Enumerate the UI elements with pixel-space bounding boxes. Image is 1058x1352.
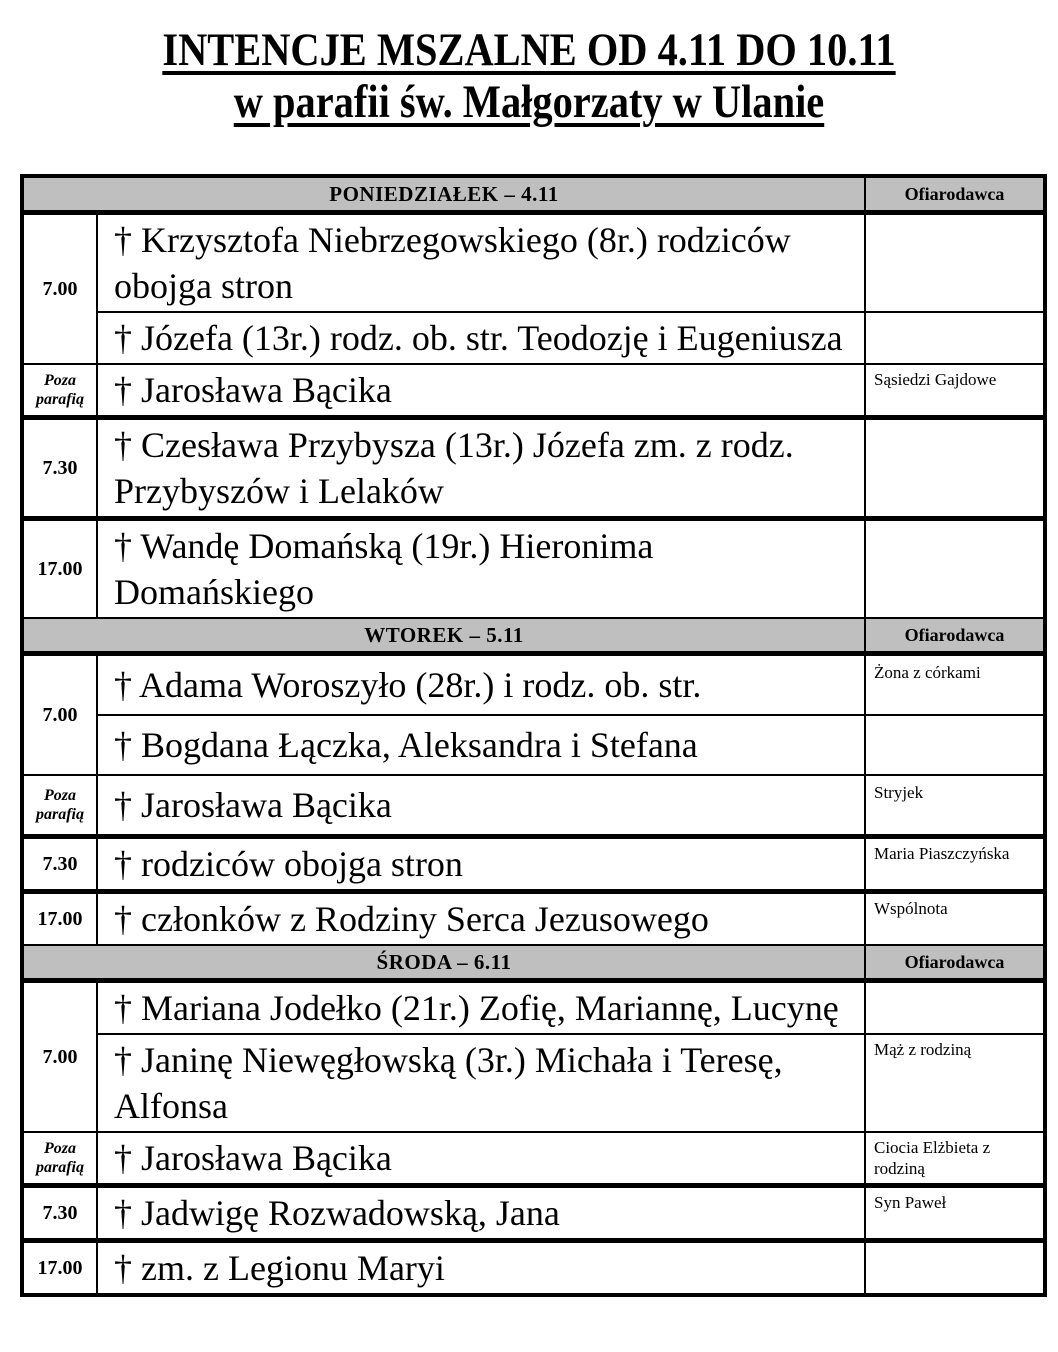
donor-column-header: Ofiarodawca [864, 175, 1046, 215]
intention-row: 17.00 † zm. z Legionu Maryi [21, 1239, 1046, 1296]
donor-cell: Stryjek [864, 774, 1046, 839]
intention-cell: † zm. z Legionu Maryi [96, 1239, 866, 1296]
intention-cell: † Czesława Przybysza (13r.) Józefa zm. z… [96, 416, 866, 521]
intention-row: 7.00 † Krzysztofa Niebrzegowskiego (8r.)… [21, 211, 1046, 365]
intention-cell: † Mariana Jodełko (21r.) Zofię, Mariannę… [96, 979, 866, 1035]
time-cell: 7.00 [21, 979, 98, 1133]
intention-row: † Janinę Niewęgłowską (3r.) Michała i Te… [22, 1033, 1046, 1133]
page-title-line-2: w parafii św. Małgorzaty w Ulanie [233, 76, 825, 128]
time-cell: 17.00 [21, 890, 98, 946]
donor-cell [864, 714, 1046, 776]
intention-cell: † rodziców obojga stron [96, 835, 866, 894]
intention-cell: † Józefa (13r.) rodz. ob. str. Teodozję … [96, 311, 866, 365]
time-cell: 7.30 [21, 835, 98, 894]
donor-column-header: Ofiarodawca [864, 944, 1046, 983]
time-cell: 7.30 [21, 1184, 98, 1243]
day-label: WTOREK – 5.11 [21, 617, 866, 656]
page-title-line-1: INTENCJE MSZALNE OD 4.11 DO 10.11 [162, 24, 896, 76]
time-cell: 17.00 [21, 517, 98, 619]
intention-cell: † Krzysztofa Niebrzegowskiego (8r.) rodz… [96, 211, 866, 313]
intention-row: 7.30 † rodziców obojga stron Maria Piasz… [21, 835, 1046, 894]
donor-cell [864, 416, 1046, 521]
intention-cell: † członków z Rodziny Serca Jezusowego [96, 890, 866, 946]
intention-row: Poza parafią † Jarosława Bącika Sąsiedzi… [21, 363, 1046, 420]
donor-cell: Sąsiedzi Gajdowe [864, 363, 1046, 420]
time-cell: 7.30 [21, 416, 98, 521]
donor-cell: Wspólnota [864, 890, 1046, 946]
donor-cell: Syn Paweł [864, 1184, 1046, 1243]
day-header-row-tuesday: WTOREK – 5.11 Ofiarodawca [21, 617, 1046, 656]
time-cell-outside-parish: Poza parafią [21, 774, 98, 839]
intention-cell: † Janinę Niewęgłowską (3r.) Michała i Te… [96, 1033, 866, 1133]
donor-cell: Żona z córkami [864, 652, 1046, 716]
donor-cell [864, 517, 1046, 619]
intention-row: Poza parafią † Jarosława Bącika Ciocia E… [21, 1131, 1046, 1188]
donor-cell: Maria Piaszczyńska [864, 835, 1046, 894]
intention-cell: † Wandę Domańską (19r.) Hieronima Domańs… [96, 517, 866, 619]
intention-row: 7.00 † Adama Woroszyło (28r.) i rodz. ob… [21, 652, 1046, 776]
time-cell-outside-parish: Poza parafią [21, 1131, 98, 1188]
intention-row: 7.30 † Czesława Przybysza (13r.) Józefa … [21, 416, 1046, 521]
intention-row: † Bogdana Łączka, Aleksandra i Stefana [22, 714, 1046, 776]
time-cell: 7.00 [21, 211, 98, 365]
day-header-row-monday: PONIEDZIAŁEK – 4.11 Ofiarodawca [21, 175, 1046, 215]
mass-intentions-table: PONIEDZIAŁEK – 4.11 Ofiarodawca 7.00 † K… [20, 174, 1047, 1297]
time-cell: 17.00 [21, 1239, 98, 1296]
intention-row: 7.00 † Mariana Jodełko (21r.) Zofię, Mar… [21, 979, 1046, 1133]
donor-cell [864, 311, 1046, 365]
intention-row: 7.30 † Jadwigę Rozwadowską, Jana Syn Paw… [21, 1184, 1046, 1243]
intention-row: Poza parafią † Jarosława Bącika Stryjek [21, 774, 1046, 839]
intention-row: 17.00 † Wandę Domańską (19r.) Hieronima … [21, 517, 1046, 619]
day-label: PONIEDZIAŁEK – 4.11 [21, 175, 866, 215]
donor-cell [864, 979, 1046, 1035]
day-header-row-wednesday: ŚRODA – 6.11 Ofiarodawca [21, 944, 1046, 983]
intention-cell: † Jarosława Bącika [96, 1131, 866, 1188]
page-title: INTENCJE MSZALNE OD 4.11 DO 10.11 w para… [0, 24, 1058, 128]
intention-cell: † Jarosława Bącika [96, 363, 866, 420]
time-cell: 7.00 [21, 652, 98, 776]
donor-cell: Mąż z rodziną [864, 1033, 1046, 1133]
donor-cell [864, 1239, 1046, 1296]
donor-cell: Ciocia Elżbieta z rodziną [864, 1131, 1046, 1188]
intention-row: 17.00 † członków z Rodziny Serca Jezusow… [21, 890, 1046, 946]
donor-column-header: Ofiarodawca [864, 617, 1046, 656]
intention-cell: † Jadwigę Rozwadowską, Jana [96, 1184, 866, 1243]
time-cell-outside-parish: Poza parafią [21, 363, 98, 420]
intention-cell: † Adama Woroszyło (28r.) i rodz. ob. str… [96, 652, 866, 716]
donor-cell [864, 211, 1046, 313]
intention-cell: † Bogdana Łączka, Aleksandra i Stefana [96, 714, 866, 776]
intention-row: † Józefa (13r.) rodz. ob. str. Teodozję … [22, 311, 1046, 365]
intention-cell: † Jarosława Bącika [96, 774, 866, 839]
day-label: ŚRODA – 6.11 [21, 944, 866, 983]
